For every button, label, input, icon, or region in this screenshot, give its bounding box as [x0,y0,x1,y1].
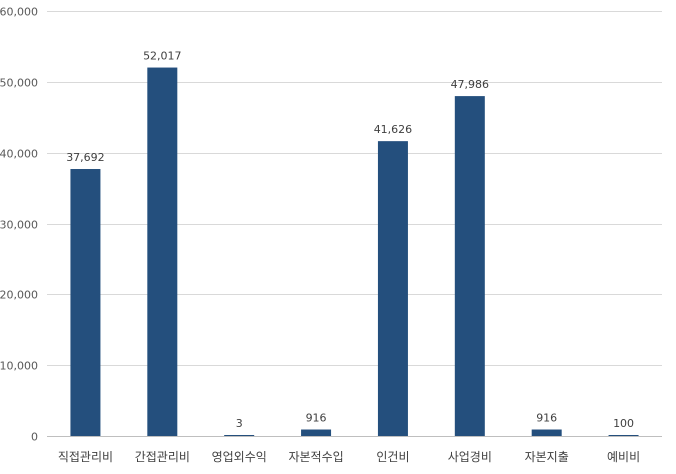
y-axis-tick-labels: 0 10,000 20,000 30,000 40,000 50,000 60,000 [0,6,38,444]
y-tick-label: 40,000 [0,148,38,161]
bar [454,96,485,436]
category-label: 인건비 [376,450,409,464]
category-label: 자본지출 [525,450,569,464]
data-label: 47,986 [451,78,490,91]
bar [531,429,562,436]
y-tick-label: 60,000 [0,6,38,19]
y-tick-label: 0 [31,431,38,444]
bar [147,67,178,436]
bar [224,435,255,436]
data-label: 52,017 [143,50,182,63]
data-label: 100 [613,417,634,430]
data-labels: 37,692 52,017 3 916 41,626 47,986 916 100 [66,50,634,430]
category-label: 자본적수입 [288,450,343,464]
category-label: 예비비 [607,450,640,464]
data-label: 916 [536,412,557,425]
category-label: 영업외수익 [212,450,267,464]
bar [70,169,101,436]
bar [608,435,639,436]
y-tick-label: 30,000 [0,219,38,232]
category-label: 간접관리비 [135,450,190,464]
y-tick-label: 10,000 [0,360,38,373]
bars [70,67,639,436]
category-label: 직접관리비 [58,450,113,464]
data-label: 41,626 [374,123,413,136]
bar [301,429,332,436]
bar [377,141,408,436]
x-axis-category-labels: 직접관리비 간접관리비 영업외수익 자본적수입 인건비 사업경비 자본지출 예비비 [58,450,640,464]
category-label: 사업경비 [448,450,492,464]
y-tick-label: 50,000 [0,77,38,90]
gridlines [47,11,662,437]
y-tick-label: 20,000 [0,289,38,302]
data-label: 3 [236,417,243,430]
data-label: 916 [306,412,327,425]
data-label: 37,692 [66,151,105,164]
